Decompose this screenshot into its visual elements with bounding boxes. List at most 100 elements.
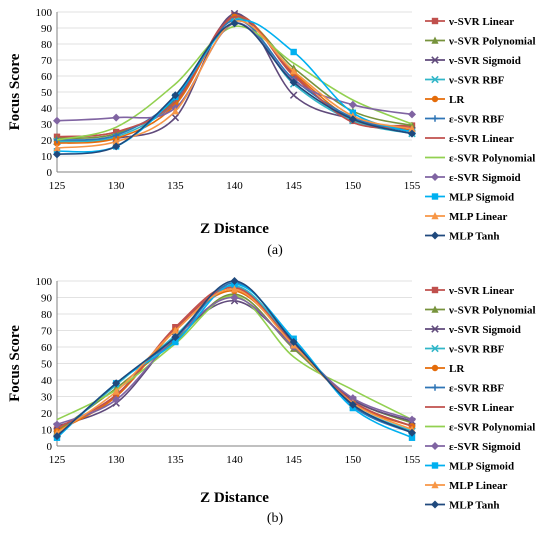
legend-item: MLP Tanh <box>425 231 499 243</box>
x-tick-label: 155 <box>404 454 421 466</box>
legend-item: ν-SVR Sigmoid <box>425 324 521 336</box>
data-point <box>230 293 239 302</box>
legend-label: ε-SVR Sigmoid <box>449 172 521 184</box>
legend-item: ν-SVR Linear <box>425 16 514 28</box>
x-tick-label: 125 <box>49 180 66 192</box>
data-point <box>172 338 179 346</box>
legend-item: ν-SVR Polynomial <box>425 305 536 317</box>
series-line <box>56 17 413 143</box>
data-point <box>289 91 298 99</box>
legend-label: ν-SVR Polynomial <box>448 36 536 48</box>
y-tick-label: 80 <box>41 309 53 321</box>
data-point <box>289 78 298 87</box>
y-tick-label: 70 <box>41 55 53 67</box>
legend-item: MLP Tanh <box>425 500 499 512</box>
y-tick-label: 20 <box>41 135 53 147</box>
y-axis-title: Focus Score <box>7 325 23 402</box>
x-tick-label: 150 <box>345 180 362 192</box>
legend-item: ν-SVR RBF <box>425 344 505 356</box>
y-tick-label: 40 <box>41 103 53 115</box>
data-point <box>53 144 61 152</box>
x-tick-label: 135 <box>167 454 184 466</box>
legend-item: ε-SVR Sigmoid <box>425 441 521 453</box>
chart-b: 0 10 20 30 40 50 60 70 80 90 100 125 130 135 140 145 150… <box>7 276 536 526</box>
legend-marker <box>431 173 439 181</box>
x-tick-label: 145 <box>285 180 302 192</box>
x-tick-label: 145 <box>285 454 302 466</box>
data-point <box>171 113 180 122</box>
legend-marker <box>431 286 439 294</box>
legend-marker <box>431 56 439 64</box>
legend-item: ν-SVR Polynomial <box>425 36 536 48</box>
data-point <box>289 338 298 347</box>
legend-label: ν-SVR Linear <box>448 285 514 297</box>
x-tick-label: 130 <box>108 180 125 192</box>
series-5 <box>53 279 416 440</box>
legend-item: MLP Linear <box>425 211 507 223</box>
data-point <box>290 48 297 56</box>
legend-marker <box>431 17 439 25</box>
legend-item: ν-SVR Linear <box>425 285 514 297</box>
y-tick-label: 20 <box>41 408 53 420</box>
legend-label: ν-SVR Sigmoid <box>448 324 521 336</box>
legend-marker <box>431 481 439 489</box>
x-tick-label: 140 <box>226 180 243 192</box>
legend-label: MLP Tanh <box>449 500 499 512</box>
data-point <box>112 132 120 139</box>
legend: ν-SVR Linear ν-SVR Polynomial ν-SVR Sigmoi… <box>425 285 536 512</box>
series-11 <box>53 277 416 441</box>
data-point <box>408 129 416 138</box>
legend-label: LR <box>449 363 465 375</box>
legend-label: ε-SVR Linear <box>449 133 514 145</box>
legend-marker <box>431 95 439 103</box>
data-point <box>53 150 61 159</box>
series-4 <box>53 13 416 147</box>
legend-label: ν-SVR Polynomial <box>448 305 536 317</box>
y-tick-label: 100 <box>36 7 53 19</box>
legend: ν-SVR Linear ν-SVR Polynomial ν-SVR Sigmoi… <box>425 16 536 243</box>
legend-label: ν-SVR RBF <box>448 75 505 87</box>
data-point <box>230 285 239 293</box>
data-point <box>408 415 416 424</box>
x-tick-label: 130 <box>108 454 125 466</box>
y-tick-label: 80 <box>41 39 53 51</box>
series-line <box>56 19 413 153</box>
data-point <box>348 400 357 409</box>
legend-label: ε-SVR Linear <box>449 402 514 414</box>
legend-label: ε-SVR Polynomial <box>449 422 535 434</box>
legend-label: MLP Linear <box>449 480 507 492</box>
legend-label: MLP Linear <box>449 211 507 223</box>
data-point <box>408 428 416 437</box>
data-point <box>112 137 120 145</box>
legend-label: ε-SVR RBF <box>449 114 504 126</box>
data-point <box>171 326 179 334</box>
series-line <box>56 22 413 122</box>
y-tick-label: 30 <box>41 119 53 131</box>
legend-item: ε-SVR RBF <box>425 383 504 395</box>
data-point <box>408 434 416 441</box>
data-point <box>112 379 121 388</box>
data-point <box>230 19 239 28</box>
legend-marker <box>431 231 439 240</box>
legend-marker <box>431 344 439 353</box>
legend-marker <box>431 193 439 200</box>
legend-label: MLP Sigmoid <box>449 192 514 204</box>
legend-item: LR <box>425 363 465 375</box>
data-point <box>112 395 121 404</box>
data-point <box>171 107 179 115</box>
y-tick-label: 70 <box>41 326 53 338</box>
legend-item: LR <box>425 94 465 106</box>
y-tick-label: 90 <box>41 23 53 35</box>
legend-marker <box>431 75 439 84</box>
data-point <box>408 110 416 119</box>
data-point <box>112 387 120 395</box>
legend-item: ν-SVR Sigmoid <box>425 55 521 67</box>
legend-marker <box>431 364 439 372</box>
legend-label: MLP Tanh <box>449 231 499 243</box>
data-point <box>112 113 121 122</box>
series-11 <box>53 19 416 159</box>
data-point <box>348 115 357 124</box>
legend-marker <box>431 384 439 391</box>
y-tick-label: 30 <box>41 392 53 404</box>
